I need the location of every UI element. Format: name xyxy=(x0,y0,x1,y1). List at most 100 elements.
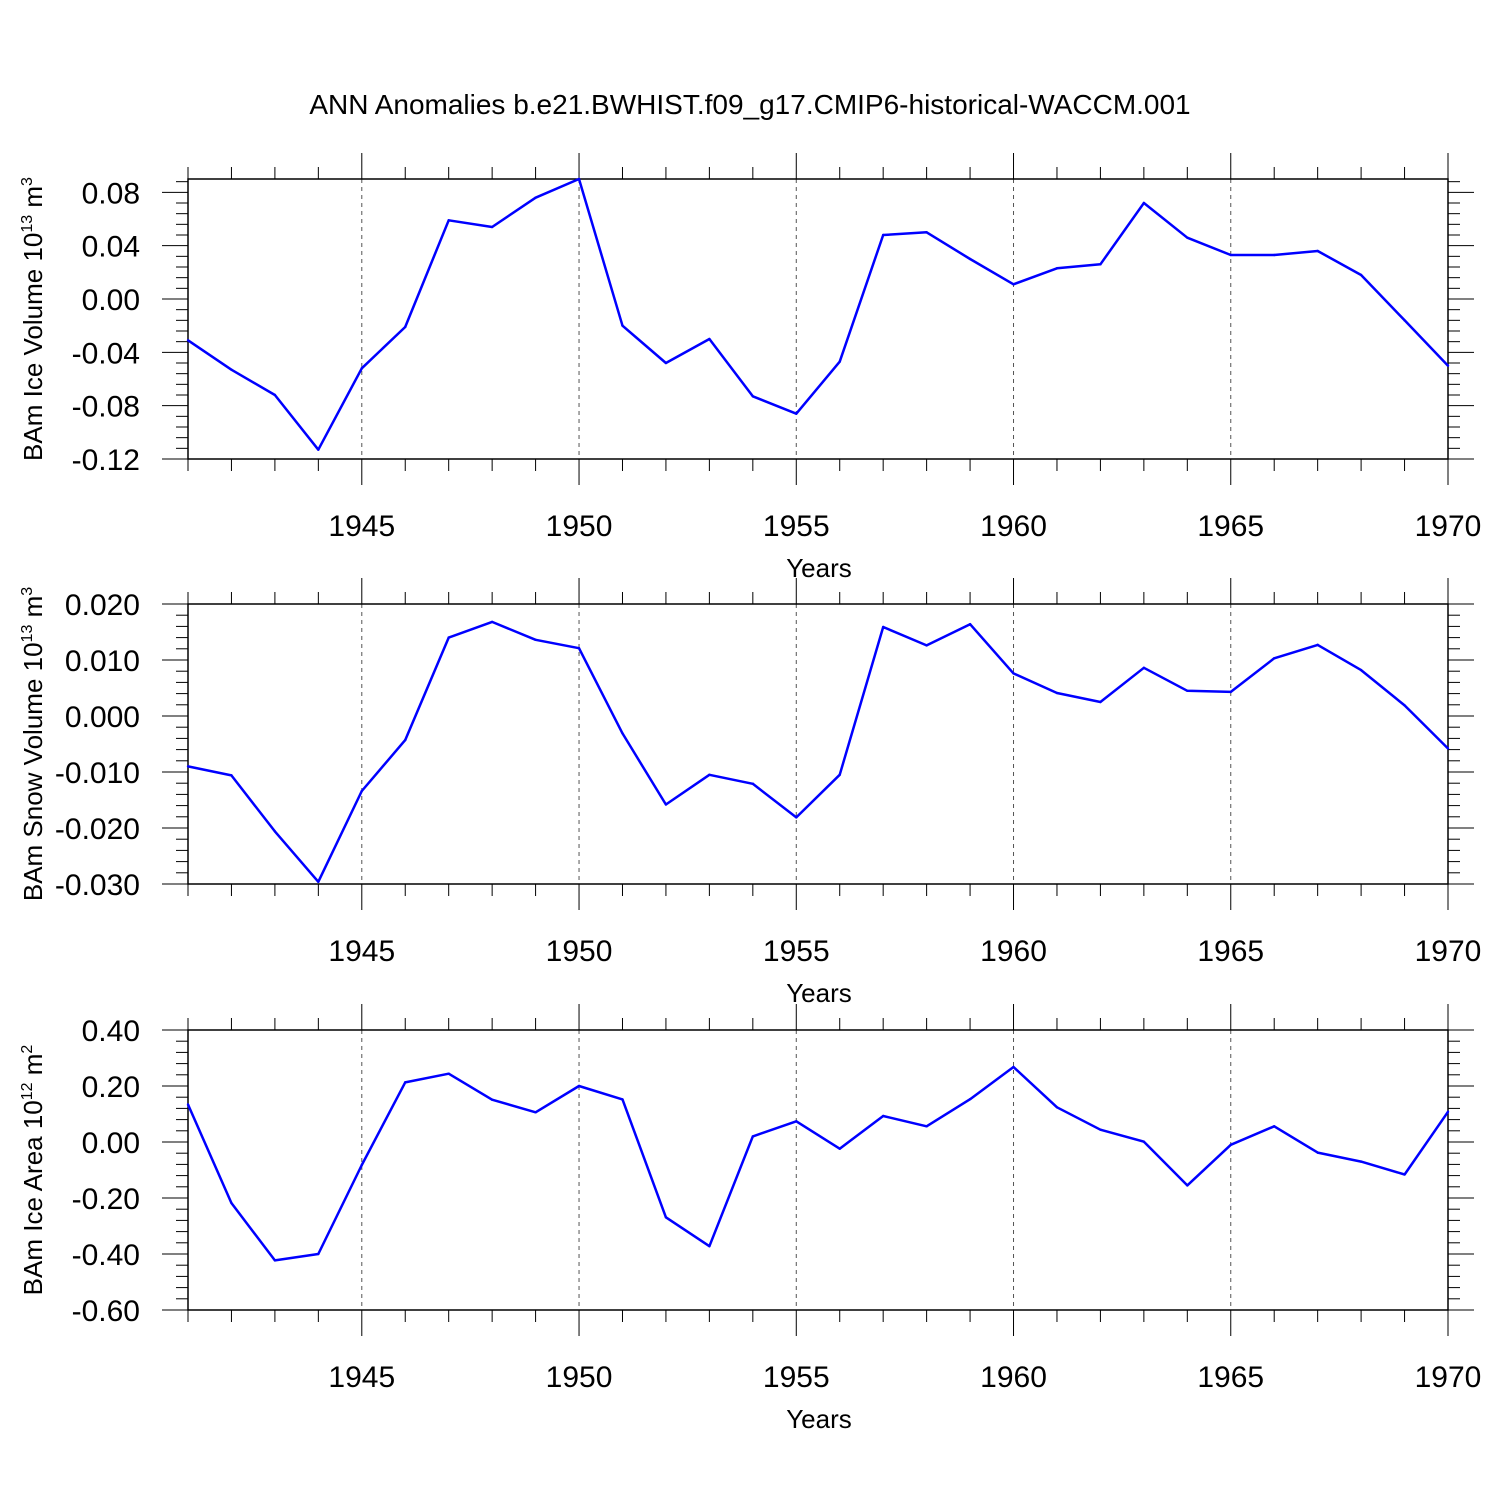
data-point xyxy=(186,765,190,768)
y-axis-label-main: BAm Snow Volume 10 xyxy=(18,642,48,901)
x-axis-label: Years xyxy=(786,1404,852,1434)
y-tick-label: 0.20 xyxy=(82,1071,140,1104)
plot-frame xyxy=(187,1029,1449,1311)
data-point xyxy=(838,1147,841,1150)
data-point xyxy=(795,816,798,819)
data-point xyxy=(1099,700,1102,704)
y-axis-label-unit-exponent: 3 xyxy=(19,587,36,596)
x-tick-label: 1955 xyxy=(763,510,830,543)
data-point xyxy=(838,773,841,776)
y-tick-label: 0.04 xyxy=(82,231,140,264)
data-point xyxy=(664,361,668,365)
y-tick-label: 0.000 xyxy=(65,701,140,734)
x-tick-label: 1965 xyxy=(1197,935,1264,968)
data-point xyxy=(925,231,928,234)
data-point xyxy=(1273,1125,1276,1128)
y-tick-label: -0.20 xyxy=(72,1183,140,1216)
data-point xyxy=(708,337,711,341)
x-tick-label: 1970 xyxy=(1415,935,1482,968)
data-point xyxy=(1055,267,1059,270)
data-point xyxy=(1403,704,1406,707)
y-tick-label: -0.010 xyxy=(55,757,140,790)
data-point xyxy=(577,177,581,181)
data-point xyxy=(1359,1160,1363,1163)
x-tick-label: 1960 xyxy=(980,935,1047,968)
y-tick-label: 0.020 xyxy=(65,589,140,622)
data-point xyxy=(447,1072,450,1075)
data-point xyxy=(230,368,233,371)
data-point xyxy=(447,219,450,222)
y-axis-label-unit: m xyxy=(18,186,48,215)
data-point xyxy=(1142,666,1146,670)
data-point xyxy=(273,1259,277,1262)
x-axis-label: Years xyxy=(786,978,852,1008)
data-point xyxy=(1229,1143,1232,1147)
data-point xyxy=(490,1098,494,1101)
y-tick-label: -0.40 xyxy=(72,1239,140,1272)
data-point xyxy=(1186,236,1189,239)
data-point xyxy=(1446,364,1450,367)
data-point xyxy=(795,412,798,415)
y-tick-label: 0.00 xyxy=(82,284,140,317)
data-point xyxy=(1446,1110,1450,1113)
page-title: ANN Anomalies b.e21.BWHIST.f09_g17.CMIP6… xyxy=(309,89,1191,120)
data-point xyxy=(404,325,407,329)
x-tick-label: 1945 xyxy=(328,510,395,543)
data-point xyxy=(490,620,494,624)
data-point xyxy=(1012,1065,1015,1069)
data-point xyxy=(968,1097,972,1101)
data-point xyxy=(360,789,363,793)
data-point xyxy=(795,1120,798,1123)
data-point xyxy=(1055,691,1059,695)
data-point xyxy=(1186,689,1189,692)
y-axis-label-exponent: 13 xyxy=(19,625,36,643)
y-tick-label: 0.00 xyxy=(82,1127,140,1160)
y-axis-label-exponent: 12 xyxy=(19,1082,36,1100)
data-point xyxy=(881,233,885,237)
data-point xyxy=(273,830,277,833)
data-point xyxy=(186,339,190,342)
data-point xyxy=(317,448,320,451)
data-point xyxy=(968,622,972,626)
series-line xyxy=(186,1065,1450,1262)
data-point xyxy=(925,1125,928,1128)
data-point xyxy=(273,393,277,397)
x-tick-label: 1950 xyxy=(546,1361,613,1394)
data-point xyxy=(1403,319,1406,322)
data-point xyxy=(404,1081,407,1084)
x-tick-label: 1950 xyxy=(546,935,613,968)
data-point xyxy=(708,773,711,776)
y-tick-label: -0.030 xyxy=(55,869,140,902)
y-tick-label: -0.12 xyxy=(72,444,140,477)
x-tick-label: 1945 xyxy=(328,935,395,968)
data-point xyxy=(925,644,928,647)
y-axis-label-exponent: 13 xyxy=(19,215,36,233)
plot-frame xyxy=(187,178,1449,460)
data-point xyxy=(1403,1173,1406,1176)
data-point xyxy=(534,196,537,199)
data-point xyxy=(1446,747,1450,750)
data-point xyxy=(186,1103,190,1106)
data-point xyxy=(490,225,494,229)
x-tick-label: 1965 xyxy=(1197,1361,1264,1394)
x-tick-label: 1950 xyxy=(546,510,613,543)
data-point xyxy=(664,803,668,806)
data-point xyxy=(1359,273,1363,277)
data-point xyxy=(360,367,363,370)
x-tick-label: 1970 xyxy=(1415,510,1482,543)
data-point xyxy=(664,1216,668,1219)
data-point xyxy=(1186,1184,1189,1187)
data-point xyxy=(317,880,320,883)
y-axis-label: BAm Snow Volume 1013 m3 xyxy=(18,587,48,901)
data-point xyxy=(577,647,581,650)
series-line xyxy=(187,177,1449,451)
y-tick-label: 0.08 xyxy=(82,177,140,210)
data-point xyxy=(1142,201,1146,205)
data-point xyxy=(534,638,537,642)
y-axis-label-main: BAm Ice Volume 10 xyxy=(18,233,48,461)
data-point xyxy=(230,774,233,777)
x-axis-label: Years xyxy=(786,553,852,583)
data-point xyxy=(577,1084,581,1088)
data-point xyxy=(751,1135,755,1138)
